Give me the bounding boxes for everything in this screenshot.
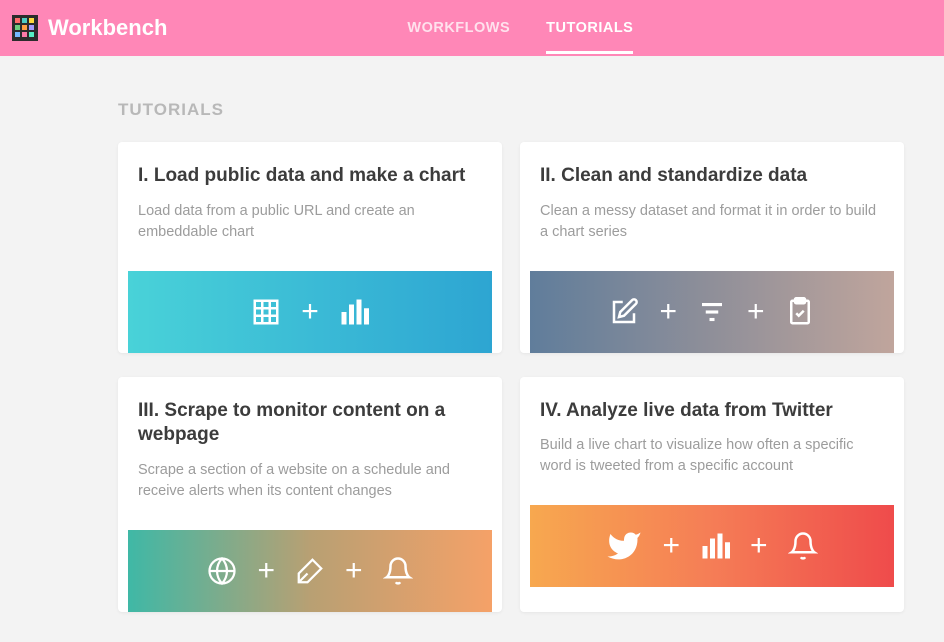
bar-chart-icon [339, 297, 369, 327]
card-title: IV. Analyze live data from Twitter [540, 399, 884, 424]
page-title: TUTORIALS [118, 100, 896, 120]
plus-icon: + [747, 297, 765, 327]
plus-icon: + [662, 531, 680, 561]
card-banner: + + [530, 505, 894, 587]
tutorial-card-3[interactable]: III. Scrape to monitor content on a webp… [118, 377, 502, 612]
card-desc: Clean a messy dataset and format it in o… [540, 201, 884, 243]
tutorial-card-4[interactable]: IV. Analyze live data from Twitter Build… [520, 377, 904, 612]
twitter-icon [606, 528, 642, 564]
page: TUTORIALS I. Load public data and make a… [0, 56, 944, 612]
card-title: II. Clean and standardize data [540, 164, 884, 189]
bell-icon [383, 556, 413, 586]
brand[interactable]: Workbench [12, 15, 167, 41]
tutorial-grid: I. Load public data and make a chart Loa… [118, 142, 896, 612]
brand-name: Workbench [48, 15, 167, 41]
card-banner: + + [530, 271, 894, 353]
card-desc: Scrape a section of a website on a sched… [138, 460, 482, 502]
card-banner: + + [128, 530, 492, 612]
bar-chart-icon [700, 531, 730, 561]
filter-icon [697, 297, 727, 327]
nav-tutorials[interactable]: TUTORIALS [546, 2, 633, 54]
globe-icon [207, 556, 237, 586]
plus-icon: + [750, 531, 768, 561]
plus-icon: + [257, 556, 275, 586]
plus-icon: + [345, 556, 363, 586]
nav: WORKFLOWS TUTORIALS [407, 2, 633, 54]
edit-icon [609, 297, 639, 327]
plus-icon: + [301, 297, 319, 327]
card-title: III. Scrape to monitor content on a webp… [138, 399, 482, 448]
clipboard-check-icon [785, 297, 815, 327]
table-icon [251, 297, 281, 327]
brand-logo-icon [12, 15, 38, 41]
tutorial-card-1[interactable]: I. Load public data and make a chart Loa… [118, 142, 502, 353]
card-banner: + [128, 271, 492, 353]
nav-workflows[interactable]: WORKFLOWS [407, 2, 510, 54]
card-desc: Build a live chart to visualize how ofte… [540, 435, 884, 477]
topbar: Workbench WORKFLOWS TUTORIALS [0, 0, 944, 56]
scrape-icon [295, 556, 325, 586]
tutorial-card-2[interactable]: II. Clean and standardize data Clean a m… [520, 142, 904, 353]
card-desc: Load data from a public URL and create a… [138, 201, 482, 243]
bell-icon [788, 531, 818, 561]
card-title: I. Load public data and make a chart [138, 164, 482, 189]
plus-icon: + [659, 297, 677, 327]
